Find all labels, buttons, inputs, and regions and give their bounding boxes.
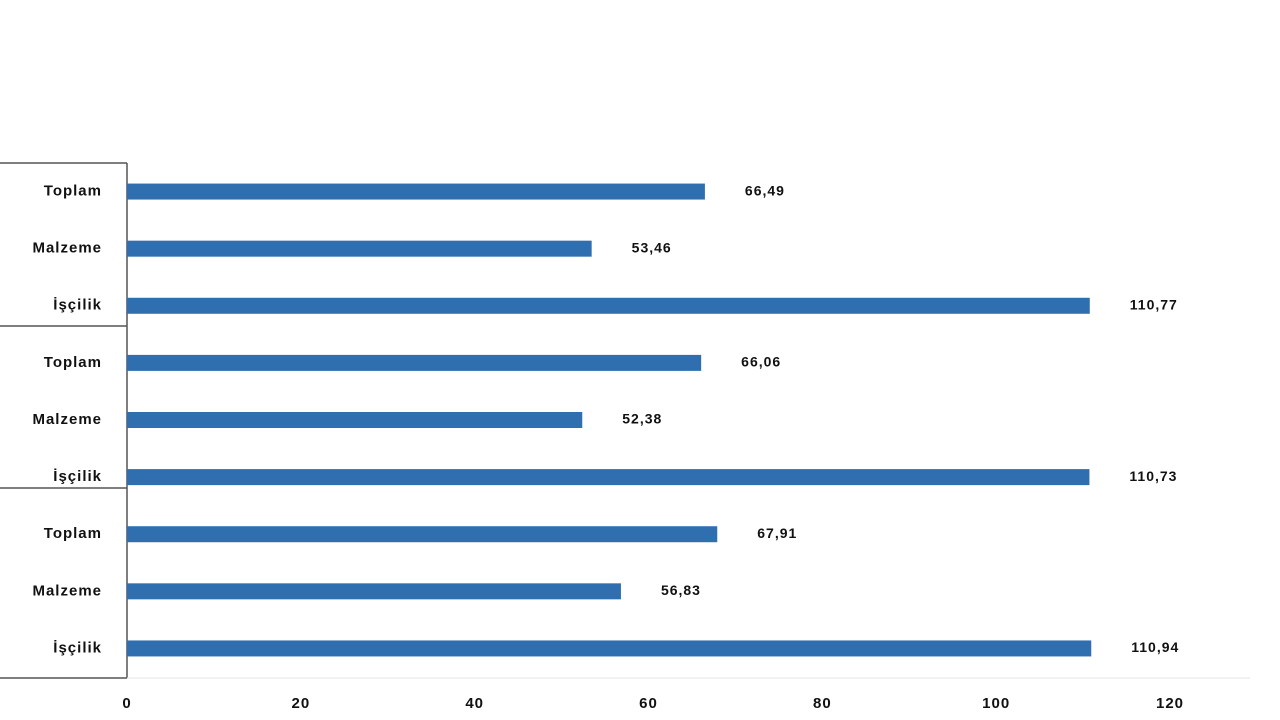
y-tick-label: İşçilik: [53, 639, 102, 656]
x-tick-label: 0: [122, 695, 131, 712]
x-tick-label: 60: [639, 695, 658, 712]
bar: [127, 583, 621, 600]
y-tick-label: Toplam: [44, 525, 102, 542]
y-tick-label: İşçilik: [53, 468, 102, 485]
x-tick-label: 40: [465, 695, 484, 712]
y-tick-label: Malzeme: [32, 582, 102, 599]
bar: [127, 240, 592, 257]
x-tick-label: 20: [291, 695, 310, 712]
value-label: 66,49: [745, 182, 785, 198]
value-label: 52,38: [622, 411, 662, 427]
bar: [127, 469, 1090, 486]
bar: [127, 640, 1092, 657]
y-tick-label: Toplam: [44, 354, 102, 371]
bar: [127, 297, 1090, 314]
x-tick-label: 80: [813, 695, 832, 712]
y-tick-label: Malzeme: [32, 411, 102, 428]
value-label: 56,83: [661, 582, 701, 598]
bar: [127, 412, 583, 428]
value-label: 67,91: [757, 525, 797, 541]
y-tick-label: Toplam: [44, 183, 102, 200]
x-tick-label: 100: [982, 695, 1010, 712]
y-tick-label: İşçilik: [53, 297, 102, 314]
bar: [127, 354, 702, 371]
value-label: 110,94: [1131, 639, 1179, 655]
bar: [127, 526, 718, 543]
value-label: 66,06: [741, 354, 781, 370]
bar: [127, 183, 705, 200]
value-label: 110,73: [1129, 468, 1177, 484]
value-label: 53,46: [632, 239, 672, 255]
x-tick-label: 120: [1156, 695, 1184, 712]
y-tick-label: Malzeme: [32, 240, 102, 257]
value-label: 110,77: [1130, 296, 1178, 312]
